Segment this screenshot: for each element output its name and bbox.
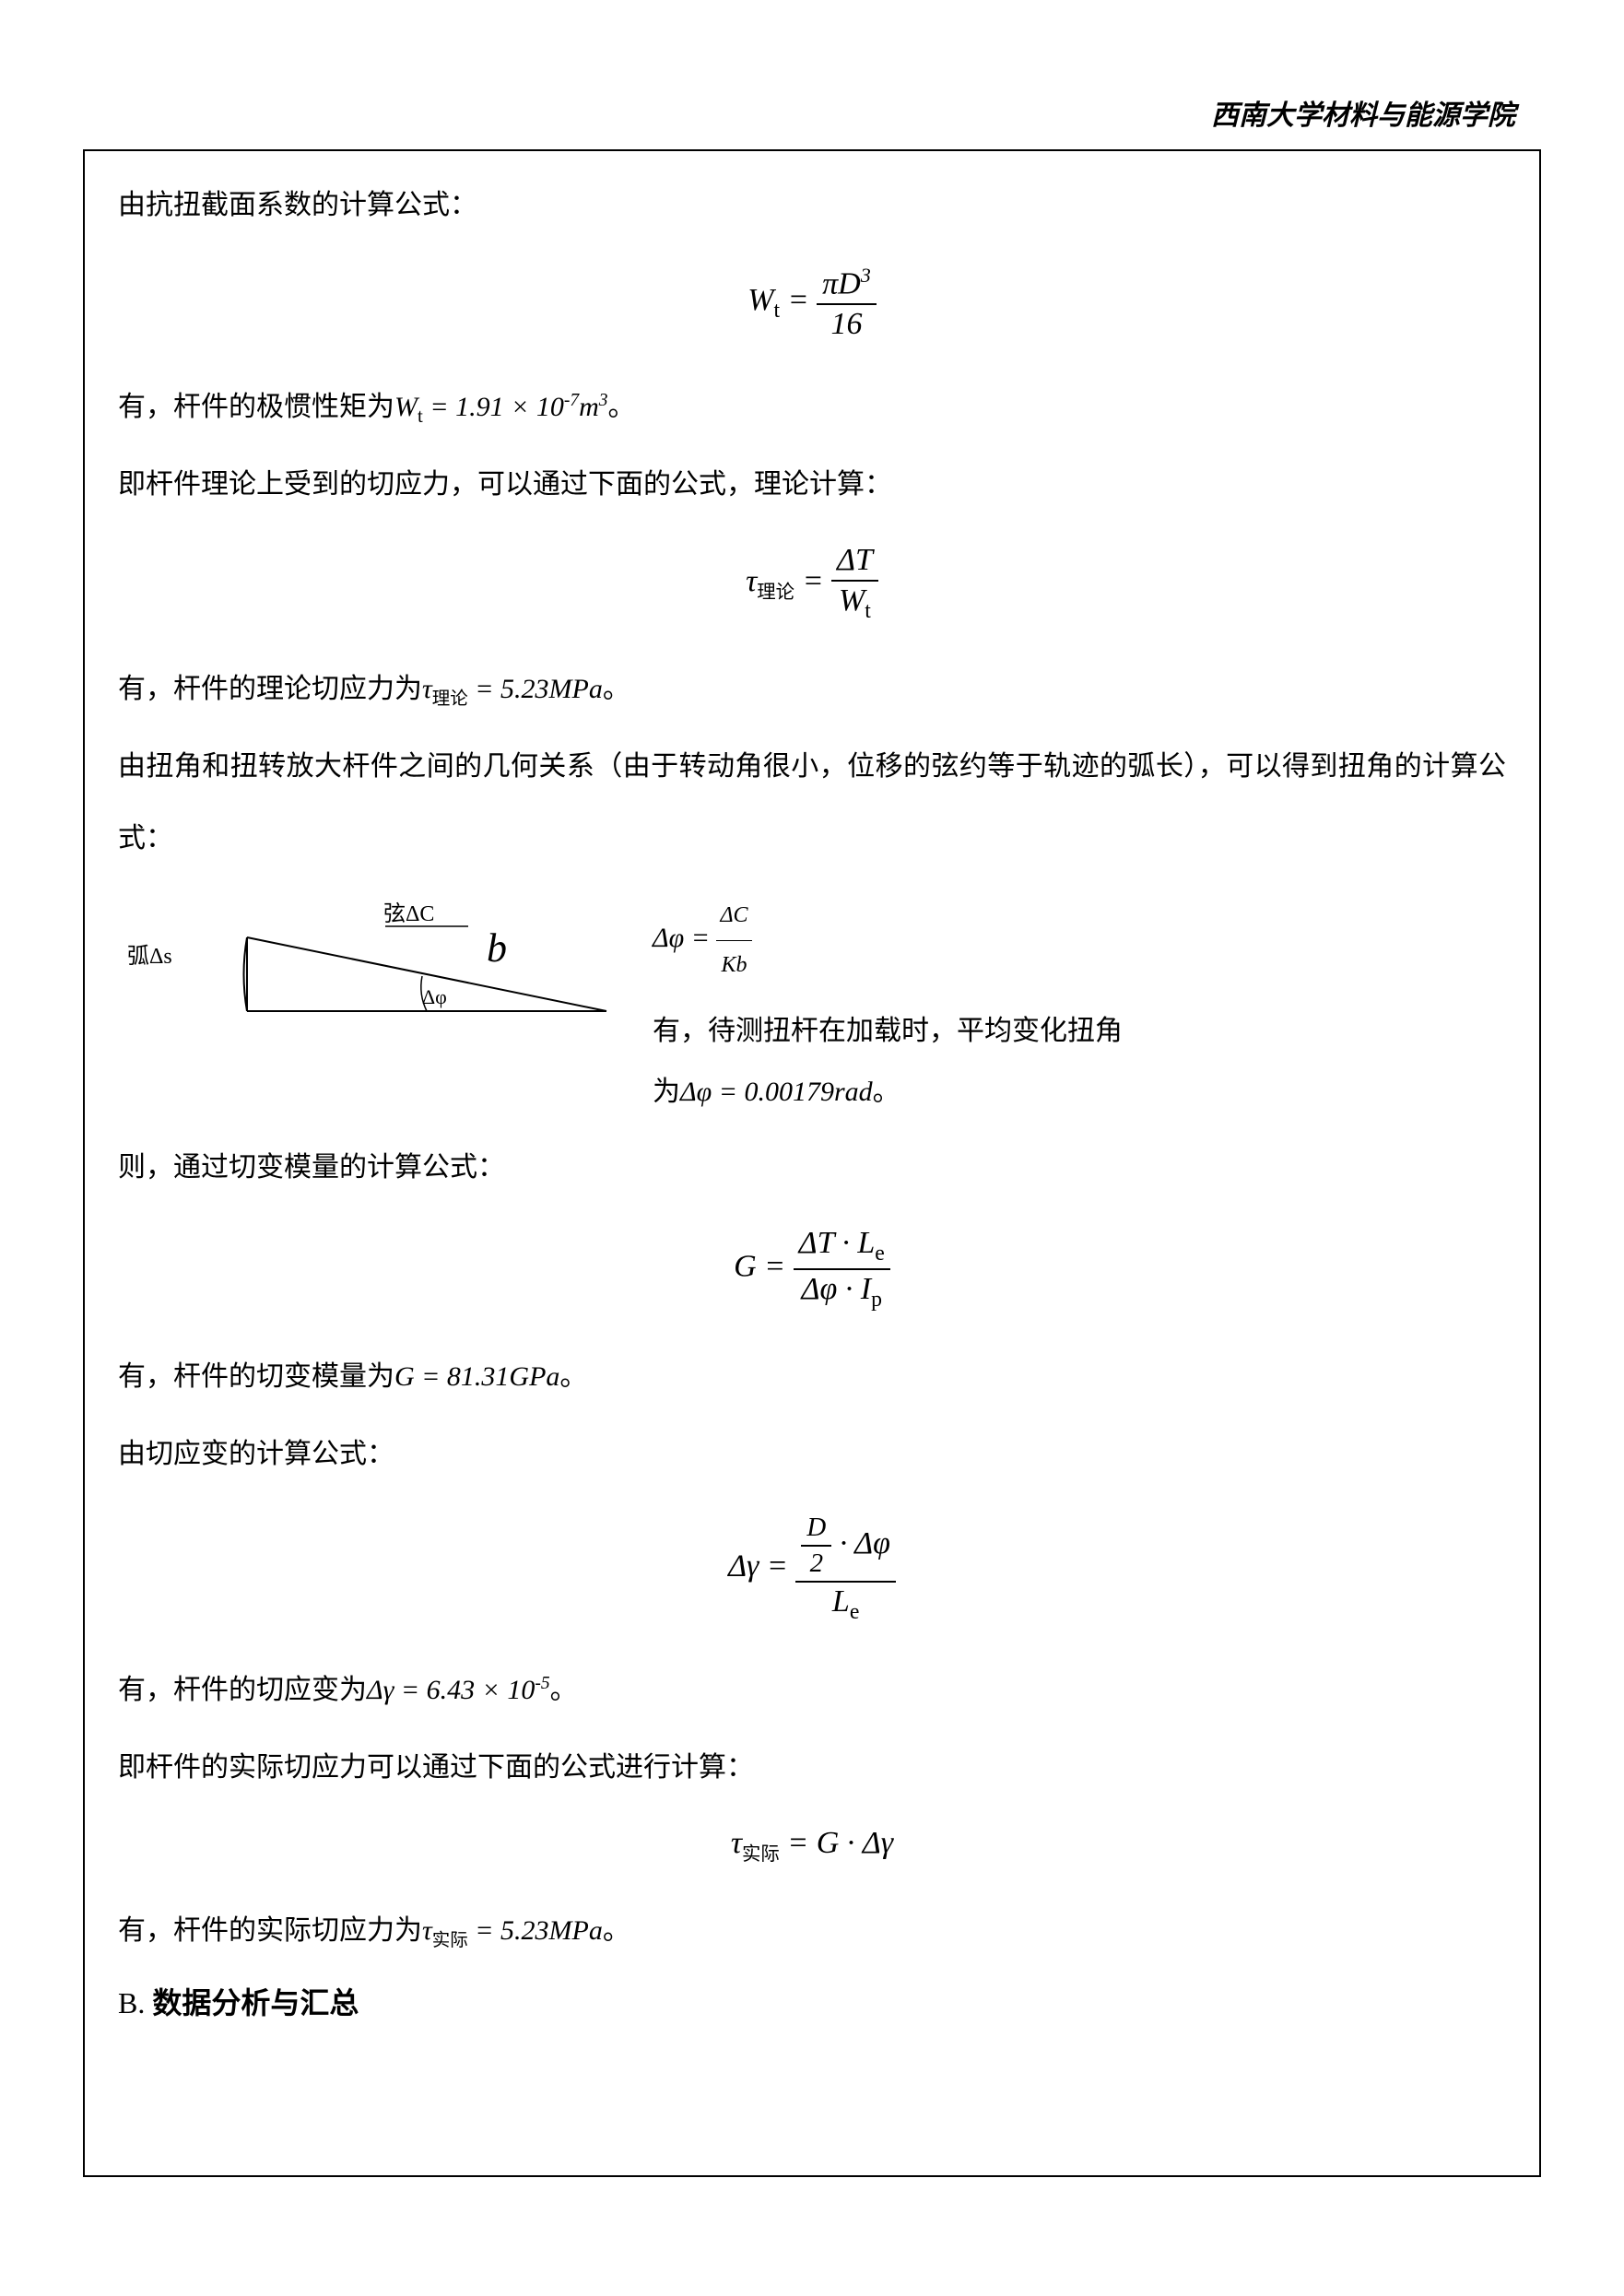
paragraph: 有，杆件的切变模量为G = 81.31GPa。 (118, 1341, 1506, 1413)
paragraph: 由扭角和扭转放大杆件之间的几何关系（由于转动角很小，位移的弦约等于轨迹的弧长），… (118, 731, 1506, 875)
paragraph: 即杆件的实际切应力可以通过下面的公式进行计算： (118, 1732, 1506, 1804)
lhs: τ理论 = (746, 564, 831, 598)
paragraph: 则，通过切变模量的计算公式： (118, 1132, 1506, 1204)
geometry-diagram: 弧Δs 弦ΔC b Δφ (118, 891, 634, 1062)
section-heading: B. 数据分析与汇总 (118, 1980, 1506, 2022)
diagram-para: 有，待测扭杆在加载时，平均变化扭角 (653, 1001, 1506, 1062)
paragraph: 即杆件理论上受到的切应力，可以通过下面的公式，理论计算： (118, 449, 1506, 521)
formula-tau-theory: τ理论 = ΔT Wt (118, 543, 1506, 624)
formula-wt: Wt = πD3 16 (118, 264, 1506, 342)
paragraph: 有，杆件的极惯性矩为Wt = 1.91 × 10-7m3。 (118, 371, 1506, 443)
arc-label: 弧Δs (127, 944, 172, 969)
fraction: ΔT · Le Δφ · Ip (794, 1226, 890, 1313)
fraction: ΔT Wt (831, 543, 878, 624)
paragraph: 有，杆件的切应变为Δγ = 6.43 × 10-5。 (118, 1654, 1506, 1726)
diagram-text: Δφ = ΔCKb 有，待测扭杆在加载时，平均变化扭角 为Δφ = 0.0017… (653, 891, 1506, 1123)
section-title: 数据分析与汇总 (152, 1986, 359, 2019)
paragraph: 有，杆件的实际切应力为τ实际 = 5.23MPa。 (118, 1895, 1506, 1967)
paragraph: 由抗扭截面系数的计算公式： (118, 170, 1506, 241)
lhs: Wt = (747, 283, 817, 317)
formula-dgamma: Δγ = D 2 · Δφ Le (118, 1513, 1506, 1625)
section-letter: B. (118, 1986, 152, 2019)
formula-g: G = ΔT · Le Δφ · Ip (118, 1226, 1506, 1313)
diagram-row: 弧Δs 弦ΔC b Δφ Δφ = ΔCKb 有，待测扭杆在加载时，平均变化扭角… (118, 891, 1506, 1123)
content-frame: 由抗扭截面系数的计算公式： Wt = πD3 16 有，杆件的极惯性矩为Wt =… (83, 149, 1541, 2177)
paragraph: 有，杆件的理论切应力为τ理论 = 5.23MPa。 (118, 653, 1506, 725)
formula-tau-actual: τ实际 = G · Δγ (118, 1826, 1506, 1866)
fraction: D 2 · Δφ Le (795, 1513, 896, 1625)
b-label: b (487, 925, 507, 971)
paragraph: 由切应变的计算公式： (118, 1419, 1506, 1490)
diagram-para: 为Δφ = 0.00179rad。 (653, 1062, 1506, 1123)
fraction: πD3 16 (817, 264, 877, 342)
chord-label: 弦ΔC (383, 901, 434, 926)
formula-dphi: Δφ = ΔCKb (653, 891, 1506, 990)
phi-label: Δφ (422, 985, 447, 1008)
page-header: 西南大学材料与能源学院 (83, 92, 1541, 133)
